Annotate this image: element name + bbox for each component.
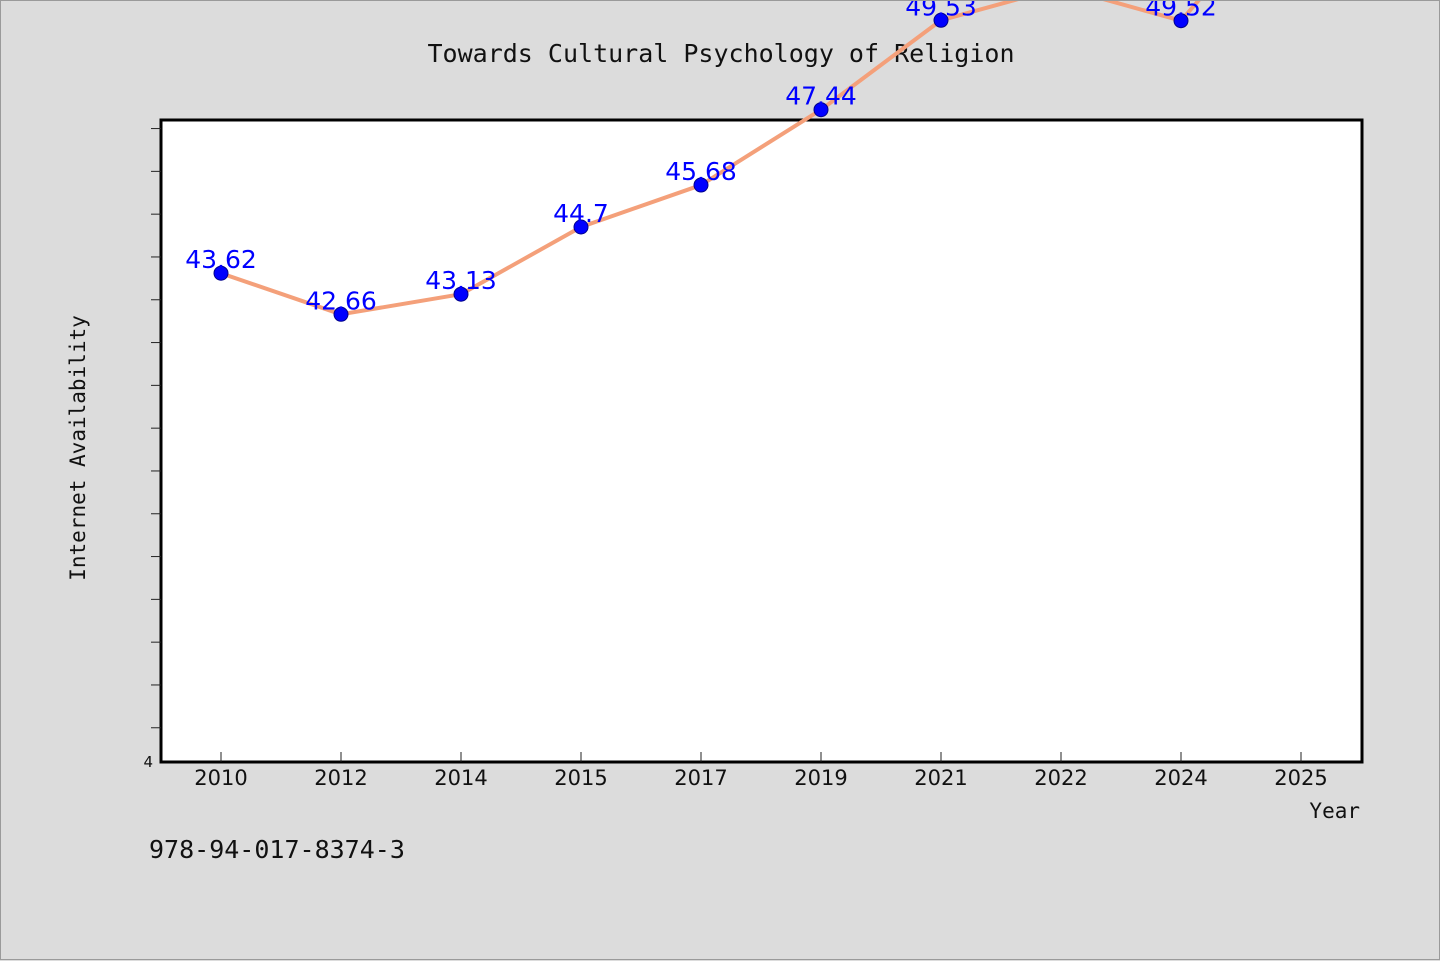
data-labels: 43.6242.6643.1344.745.6847.4449.5350.349… (185, 1, 1217, 315)
data-label: 45.68 (665, 157, 737, 186)
x-tick-label: 2019 (794, 766, 847, 790)
x-tick-label: 2017 (674, 766, 727, 790)
plot-area (159, 118, 1364, 764)
chart-title: Towards Cultural Psychology of Religion (428, 39, 1015, 68)
data-points (213, 12, 1189, 322)
data-point (453, 286, 469, 302)
data-label: 43.62 (185, 245, 257, 274)
series-line (219, 1, 1201, 317)
data-point (573, 219, 589, 235)
x-axis-ticks: 2010 2012 2014 2015 2017 2019 2021 2022 2024 2025 (194, 752, 1328, 790)
data-point (1173, 13, 1189, 29)
plot-background (159, 118, 1364, 764)
data-label: 42.66 (305, 286, 377, 315)
data-label: 44.7 (553, 199, 609, 228)
x-tick-label: 2022 (1034, 766, 1087, 790)
x-tick-label: 2012 (314, 766, 367, 790)
x-tick-label: 2024 (1154, 766, 1207, 790)
x-axis-label: Year (1309, 799, 1360, 823)
x-tick-label: 2015 (554, 766, 607, 790)
x-tick-label: 2025 (1274, 766, 1327, 790)
y-axis-ticks: 4 (143, 128, 161, 771)
data-label: 43.13 (425, 266, 497, 295)
y-tick-label: 4 (143, 753, 153, 771)
isbn-text: 978-94-017-8374-3 (149, 835, 405, 864)
data-label: 49.52 (1145, 1, 1217, 22)
data-point (933, 12, 949, 28)
x-tick-label: 2021 (914, 766, 967, 790)
x-tick-label: 2010 (194, 766, 247, 790)
series-line-group (219, 1, 1201, 317)
data-point (693, 177, 709, 193)
data-point (213, 265, 229, 281)
data-label: 49.53 (905, 1, 977, 21)
y-axis-label: Internet Availability (66, 315, 90, 581)
x-tick-label: 2014 (434, 766, 487, 790)
data-point (813, 102, 829, 118)
data-point (333, 306, 349, 322)
data-label: 47.44 (785, 82, 857, 111)
